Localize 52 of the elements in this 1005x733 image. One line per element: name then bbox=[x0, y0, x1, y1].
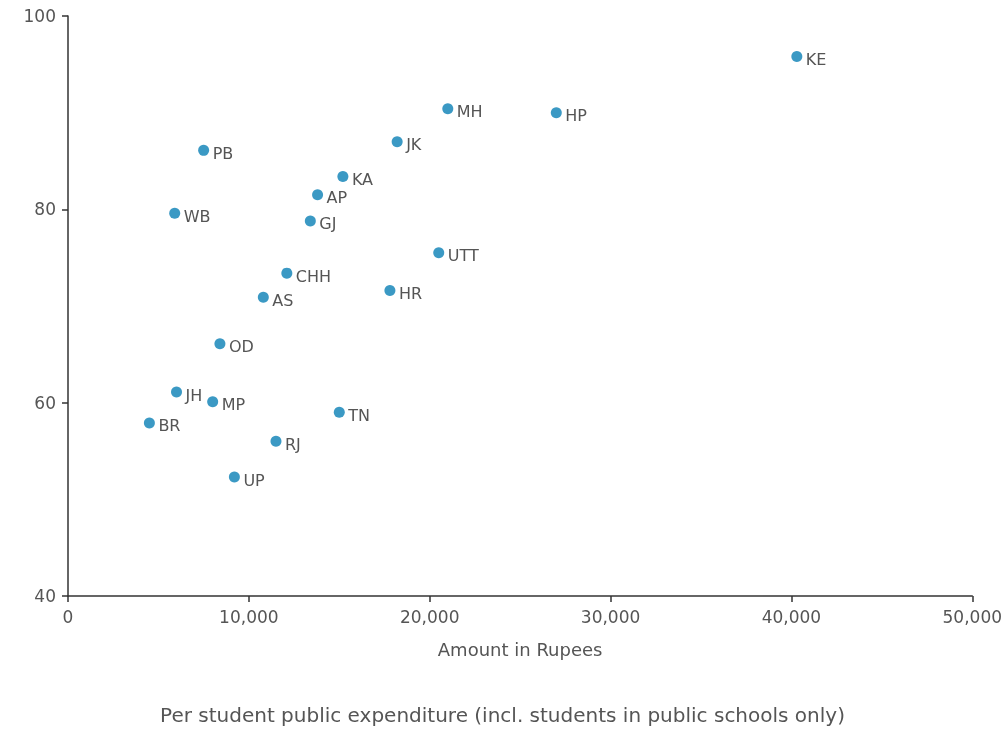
annotation: KA bbox=[351, 169, 374, 189]
x-axis-title: Amount in Rupees bbox=[437, 638, 603, 660]
x-tick-label: 0 bbox=[62, 606, 74, 627]
x-tick-label: 30,000 bbox=[580, 606, 641, 627]
point bbox=[270, 435, 282, 447]
point bbox=[257, 291, 269, 303]
point bbox=[384, 285, 396, 297]
annotation: UP bbox=[243, 470, 266, 490]
point bbox=[791, 51, 803, 63]
point bbox=[214, 338, 226, 350]
point bbox=[228, 471, 240, 483]
annotation: RJ bbox=[284, 434, 301, 454]
point bbox=[171, 386, 183, 398]
annotation: WB bbox=[183, 206, 211, 226]
annotation: OD bbox=[228, 337, 254, 357]
point bbox=[312, 189, 324, 201]
point bbox=[281, 267, 293, 279]
y-tick-label: 40 bbox=[34, 586, 56, 606]
annotation: PB bbox=[212, 143, 234, 163]
point bbox=[169, 207, 181, 219]
annotation: AP bbox=[326, 188, 348, 208]
annotation: AS bbox=[272, 290, 294, 310]
text: Per student public expenditure (incl. students in public schools only) bbox=[160, 703, 845, 727]
point bbox=[143, 417, 155, 429]
annotation: JH bbox=[184, 385, 203, 405]
annotation: JK bbox=[405, 135, 422, 155]
annotation: MP bbox=[221, 395, 246, 415]
y-tick-label: 60 bbox=[34, 392, 56, 413]
annotation: CHH bbox=[295, 266, 332, 286]
point bbox=[304, 215, 316, 227]
annotation: GJ bbox=[319, 214, 337, 234]
x-tick-label: 40,000 bbox=[761, 606, 822, 627]
point bbox=[198, 144, 210, 156]
point bbox=[550, 107, 562, 119]
annotation: KE bbox=[805, 50, 827, 70]
annotation: UTT bbox=[447, 246, 479, 266]
point bbox=[333, 406, 345, 418]
y-tick-label: 100 bbox=[23, 6, 56, 26]
point bbox=[391, 136, 403, 148]
annotation: HR bbox=[398, 284, 423, 304]
x-tick-label: 50,000 bbox=[942, 606, 1002, 627]
point bbox=[442, 103, 454, 115]
annotation: MH bbox=[456, 102, 483, 122]
point bbox=[433, 247, 445, 259]
point bbox=[337, 170, 349, 182]
annotation: HP bbox=[565, 106, 588, 126]
y-tick-label: 80 bbox=[34, 199, 56, 220]
x-tick-label: 10,000 bbox=[219, 606, 279, 627]
x-tick-label: 20,000 bbox=[399, 606, 460, 627]
point bbox=[207, 396, 219, 408]
annotation: BR bbox=[158, 416, 181, 436]
annotation: TN bbox=[347, 405, 371, 425]
